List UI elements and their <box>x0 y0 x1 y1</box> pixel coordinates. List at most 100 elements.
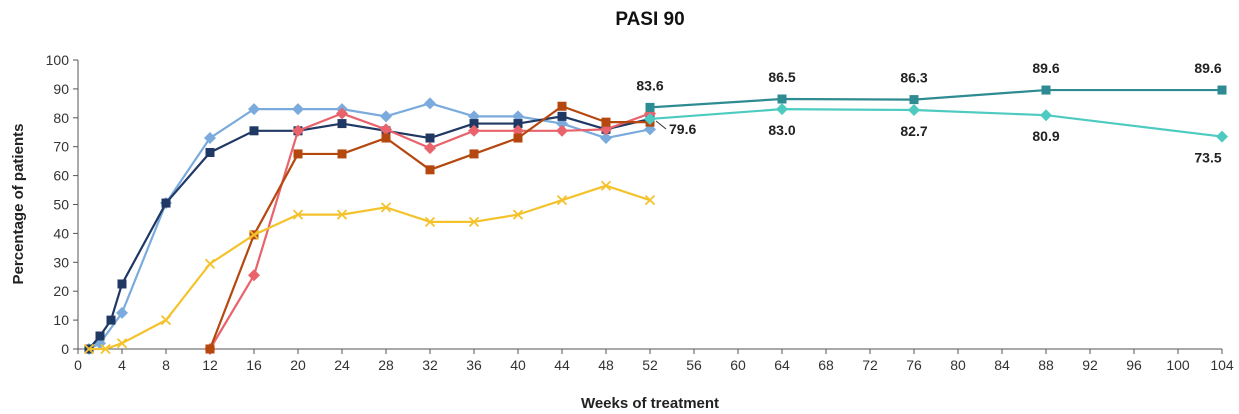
data-point <box>106 315 116 325</box>
x-tick-label: 88 <box>1038 357 1054 373</box>
data-label: 83.6 <box>636 77 663 93</box>
x-tick-label: 32 <box>422 357 438 373</box>
data-point <box>292 103 304 116</box>
x-axis-label: Weeks of treatment <box>581 395 719 412</box>
data-point <box>292 209 304 220</box>
data-point <box>248 229 260 240</box>
data-point <box>1040 109 1052 122</box>
x-tick-label: 80 <box>950 357 966 373</box>
data-point <box>380 110 392 123</box>
data-point <box>601 117 611 127</box>
data-label: 79.6 <box>669 121 696 137</box>
x-tick-label: 100 <box>1166 357 1190 373</box>
series-7 <box>644 103 1228 143</box>
data-label-leader <box>655 120 667 130</box>
data-label: 89.6 <box>1032 60 1059 76</box>
data-point <box>205 344 215 354</box>
data-label: 80.9 <box>1032 128 1059 144</box>
series-5 <box>83 180 656 355</box>
x-tick-label: 16 <box>246 357 262 373</box>
data-point <box>425 133 435 143</box>
series-6 <box>645 85 1227 112</box>
data-point <box>557 111 567 121</box>
y-tick-label: 90 <box>53 81 69 97</box>
data-point <box>249 126 259 136</box>
data-point <box>469 119 479 129</box>
x-tick-label: 40 <box>510 357 526 373</box>
data-point <box>337 119 347 129</box>
data-point <box>116 338 128 349</box>
data-point <box>600 180 612 191</box>
data-point <box>160 314 172 326</box>
data-point <box>424 97 436 110</box>
x-tick-label: 64 <box>774 357 790 373</box>
series-line <box>649 108 1223 138</box>
y-tick-label: 50 <box>53 197 69 213</box>
data-point <box>117 279 127 289</box>
data-point <box>83 343 95 355</box>
data-point <box>908 103 920 116</box>
y-tick-label: 80 <box>53 110 69 126</box>
data-point <box>336 107 348 120</box>
data-point <box>512 209 524 220</box>
data-labels: 83.6 86.5 86.3 89.6 89.6 79.6 83.0 82.7 80.9 73.5 <box>636 60 1221 166</box>
data-point <box>204 258 216 269</box>
x-tick-label: 76 <box>906 357 922 373</box>
y-tick-label: 60 <box>53 168 69 184</box>
x-tick-label: 72 <box>862 357 878 373</box>
data-point <box>513 119 523 129</box>
series-layer <box>83 85 1228 355</box>
y-tick-label: 30 <box>53 254 69 270</box>
data-point <box>1217 85 1227 95</box>
data-point <box>468 124 480 137</box>
data-label: 82.7 <box>900 123 927 139</box>
data-point <box>292 124 304 137</box>
x-tick-label: 8 <box>162 357 170 373</box>
data-point <box>381 133 391 143</box>
data-point <box>248 103 260 116</box>
data-point <box>425 165 435 175</box>
x-tick-label: 28 <box>378 357 394 373</box>
x-tick-label: 104 <box>1210 357 1234 373</box>
data-point <box>557 101 567 111</box>
data-point <box>424 216 436 227</box>
data-point <box>337 149 347 159</box>
data-point <box>1216 130 1228 143</box>
data-point <box>777 94 787 104</box>
data-label: 73.5 <box>1194 150 1221 166</box>
x-tick-label: 36 <box>466 357 482 373</box>
x-tick-label: 12 <box>202 357 218 373</box>
data-point <box>468 216 480 227</box>
data-point <box>248 269 260 282</box>
data-point <box>95 331 105 341</box>
data-point <box>645 102 655 112</box>
data-label: 86.3 <box>900 70 927 86</box>
data-point <box>293 149 303 159</box>
data-point <box>556 124 568 137</box>
data-point <box>776 103 788 116</box>
chart-title: PASI 90 <box>615 9 684 30</box>
data-point <box>380 123 392 136</box>
data-label: 86.5 <box>768 69 795 85</box>
series-line <box>89 184 651 351</box>
data-point <box>380 202 392 213</box>
series-line <box>88 115 651 350</box>
data-point <box>600 132 612 145</box>
y-tick-label: 0 <box>61 341 69 357</box>
x-tick-label: 24 <box>334 357 350 373</box>
data-label: 89.6 <box>1194 60 1221 76</box>
x-tick-label: 48 <box>598 357 614 373</box>
data-point <box>644 112 656 125</box>
data-point <box>161 198 171 208</box>
y-axis-label: Percentage of patients <box>10 124 27 285</box>
x-tick-label: 44 <box>554 357 570 373</box>
data-label: 83.0 <box>768 122 795 138</box>
data-point <box>1041 85 1051 95</box>
y-tick-label: 40 <box>53 225 69 241</box>
x-tick-label: 60 <box>730 357 746 373</box>
y-tick-label: 70 <box>53 139 69 155</box>
x-tick-label: 52 <box>642 357 658 373</box>
x-tick-label: 20 <box>290 357 306 373</box>
data-point <box>116 306 128 319</box>
